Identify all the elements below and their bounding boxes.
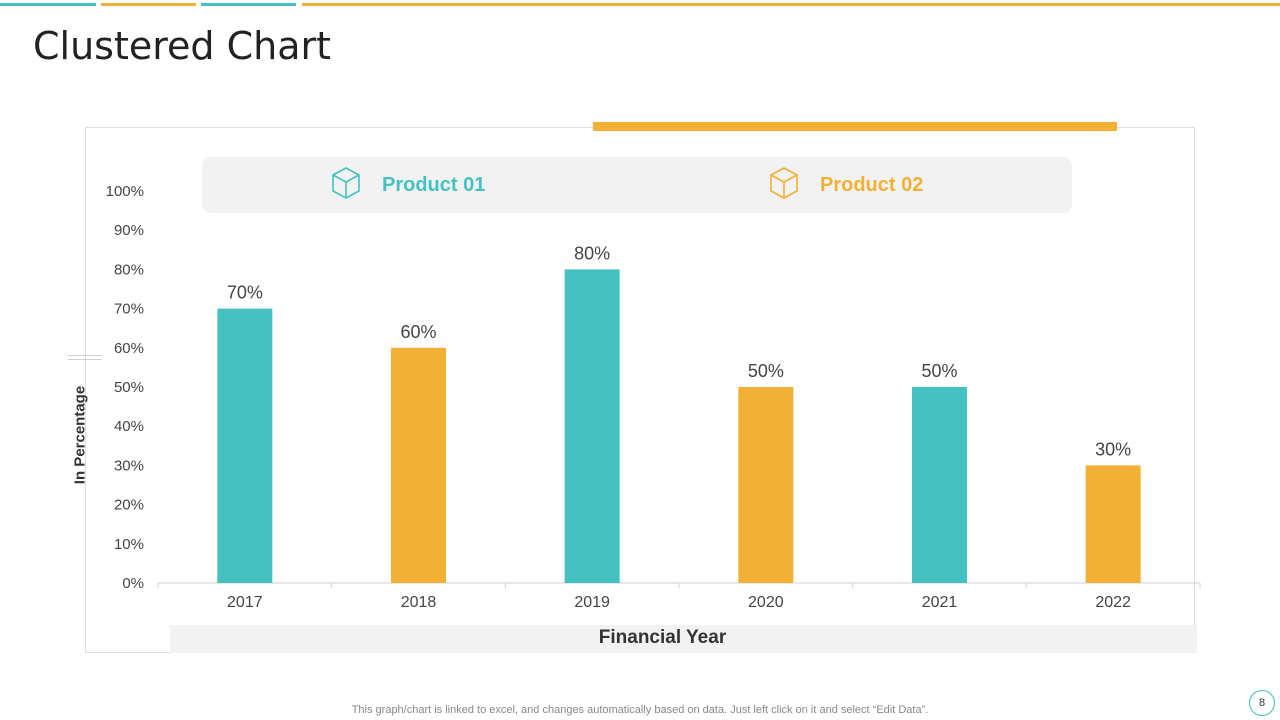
data-label: 60% — [400, 322, 436, 342]
top-decor-segment-2 — [101, 3, 196, 6]
y-tick-label: 10% — [114, 536, 144, 553]
legend-label: Product 02 — [820, 173, 924, 196]
x-axis-label-band — [170, 625, 1197, 653]
cube-icon — [330, 166, 362, 205]
x-tick-label: 2017 — [227, 594, 263, 611]
page-number: 8 — [1249, 690, 1275, 716]
x-axis-label: Financial Year — [598, 627, 727, 648]
top-decor-segment-3 — [201, 3, 296, 6]
data-label: 80% — [574, 243, 610, 263]
top-decor-segment-1 — [0, 3, 96, 6]
bar[interactable] — [391, 347, 446, 583]
y-tick-label: 80% — [114, 261, 144, 278]
legend-item-product-02[interactable]: Product 02 — [768, 157, 923, 213]
data-label: 50% — [748, 361, 784, 381]
y-tick-label: 100% — [106, 183, 144, 200]
x-tick-label: 2020 — [748, 594, 784, 611]
y-tick-label: 50% — [114, 379, 144, 396]
data-label: 30% — [1095, 439, 1131, 459]
cube-icon — [768, 166, 800, 205]
bar[interactable] — [912, 387, 967, 583]
footer-note: This graph/chart is linked to excel, and… — [351, 704, 929, 716]
y-tick-label: 90% — [114, 222, 144, 239]
legend-item-product-01[interactable]: Product 01 — [330, 157, 485, 213]
y-tick-label: 60% — [114, 340, 144, 357]
data-label: 50% — [921, 361, 957, 381]
axis-decor-tick — [68, 359, 102, 360]
x-tick-label: 2022 — [1095, 594, 1131, 611]
y-tick-label: 0% — [122, 575, 144, 592]
chart-accent-bar — [593, 122, 1117, 131]
top-decor-segment-4 — [302, 3, 1280, 6]
chart-legend: Product 01 Product 02 — [202, 157, 1072, 213]
x-tick-label: 2018 — [401, 594, 437, 611]
x-tick-label: 2019 — [574, 594, 610, 611]
legend-label: Product 01 — [382, 173, 486, 196]
bar[interactable] — [1085, 465, 1141, 583]
bar[interactable] — [738, 387, 794, 583]
y-tick-label: 40% — [114, 418, 144, 435]
bar[interactable] — [217, 308, 273, 583]
y-tick-label: 20% — [114, 497, 144, 514]
bar[interactable] — [564, 269, 620, 583]
y-tick-label: 70% — [114, 301, 144, 318]
page-title: Clustered Chart — [33, 24, 332, 68]
axis-decor-tick — [68, 355, 102, 356]
data-label: 70% — [227, 283, 263, 303]
x-tick-label: 2021 — [922, 594, 958, 611]
y-tick-label: 30% — [114, 457, 144, 474]
